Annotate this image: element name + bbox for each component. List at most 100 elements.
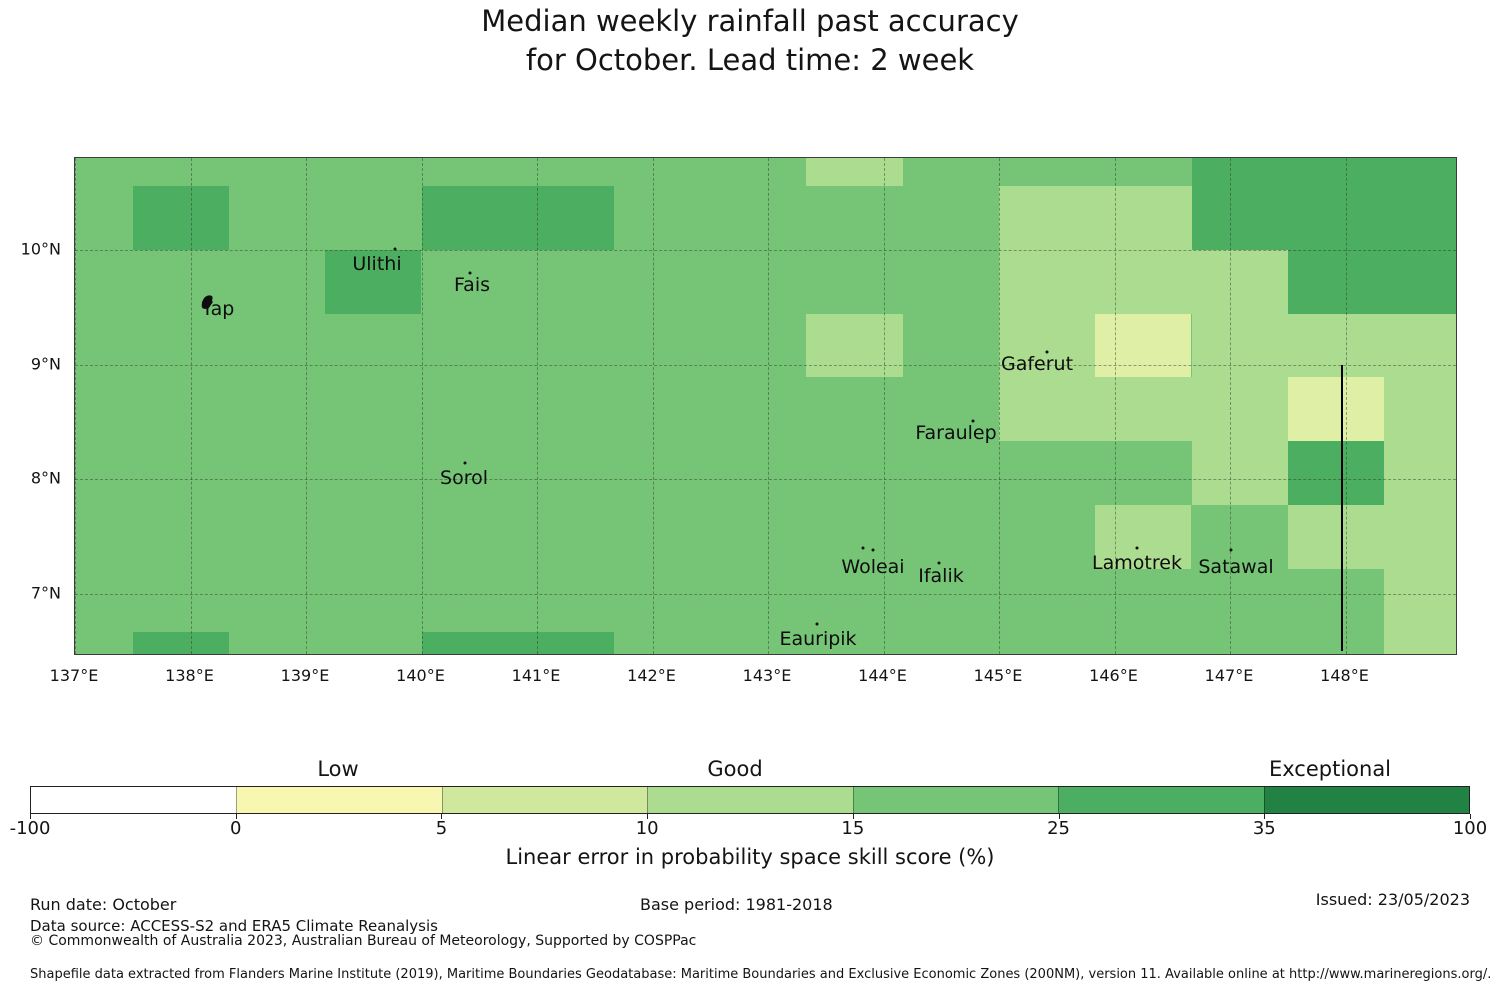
- island-label: Sorol: [440, 467, 488, 489]
- island-label: Ulithi: [352, 253, 402, 275]
- map-cell: [1287, 504, 1384, 569]
- map-cell: [999, 250, 1288, 314]
- island-marker-dot: [815, 622, 819, 626]
- gridline-vertical: [768, 158, 769, 654]
- gridline-vertical: [537, 158, 538, 654]
- island-label: Lamotrek: [1092, 552, 1182, 574]
- colorbar-tick-label: 15: [841, 818, 865, 839]
- x-tick-label: 141°E: [511, 666, 561, 685]
- x-tick-label: 144°E: [858, 666, 907, 685]
- map-cell: [999, 313, 1096, 378]
- colorbar-region-label: Low: [317, 757, 359, 781]
- gridline-horizontal: [75, 250, 1456, 251]
- island-label: Fais: [453, 274, 491, 296]
- colorbar-segment: [441, 787, 648, 813]
- island-label: Ifalik: [918, 565, 964, 587]
- x-tick-label: 145°E: [973, 666, 1023, 685]
- y-tick-label: 7°N: [30, 583, 61, 603]
- map-cell: [1095, 313, 1192, 378]
- x-tick-label: 148°E: [1320, 666, 1369, 685]
- colorbar-segment: [236, 787, 442, 813]
- map-cell: [999, 377, 1288, 442]
- x-tick-label: 146°E: [1089, 666, 1138, 685]
- y-tick-label: 8°N: [30, 468, 61, 488]
- gridline-vertical: [306, 158, 307, 654]
- colorbar-segment: [31, 787, 237, 813]
- map-cell: [1287, 250, 1456, 314]
- gridline-horizontal: [75, 594, 1456, 596]
- gridline-vertical: [421, 158, 423, 654]
- gridline-vertical: [883, 158, 885, 654]
- run-date-text: Run date: October: [30, 895, 177, 914]
- colorbar-tick: [1264, 814, 1266, 819]
- y-tick-label: 10°N: [20, 239, 61, 259]
- map-cell: [132, 186, 229, 250]
- gridline-horizontal: [75, 364, 1456, 366]
- colorbar-tick: [852, 814, 854, 819]
- island-label: Eauripik: [779, 628, 857, 650]
- colorbar-tick-label: 35: [1252, 818, 1276, 839]
- map-cell: [806, 158, 903, 187]
- map-cell: [325, 250, 422, 314]
- colorbar-region-label: Good: [707, 757, 763, 781]
- colorbar-segment: [647, 787, 853, 813]
- shapefile-note-text: Shapefile data extracted from Flanders M…: [30, 967, 1492, 982]
- map-cell: [1383, 441, 1456, 654]
- colorbar-tick: [235, 814, 237, 819]
- island-label: Yap: [201, 298, 235, 320]
- island-marker-dot: [393, 247, 397, 251]
- island-marker-dot: [463, 461, 467, 465]
- y-tick-label: 9°N: [30, 354, 61, 374]
- map-cell: [1287, 441, 1384, 505]
- eez-boundary-line: [1341, 365, 1343, 651]
- island-label: Woleai: [841, 556, 905, 578]
- colorbar-tick: [30, 814, 31, 819]
- x-tick-label: 140°E: [396, 666, 445, 685]
- colorbar-segment: [1058, 787, 1264, 813]
- colorbar-tick: [1470, 814, 1471, 819]
- x-tick-label: 138°E: [165, 666, 214, 685]
- map-cell: [999, 186, 1192, 250]
- colorbar-tick: [441, 814, 443, 819]
- issued-date-text: Issued: 23/05/2023: [1315, 890, 1470, 909]
- colorbar-segment: [1263, 787, 1469, 813]
- map-cell: [421, 632, 614, 654]
- island-marker-dot: [1045, 350, 1049, 354]
- colorbar-axis-label: Linear error in probability space skill …: [505, 845, 995, 869]
- gridline-vertical: [1345, 158, 1347, 654]
- map-cell: [1287, 377, 1384, 442]
- map-cell: [1095, 504, 1192, 569]
- island-label: Satawal: [1198, 556, 1274, 578]
- map-cell: [1191, 313, 1288, 378]
- map-plot: Yap Ulithi Fais Sorol Gaferut Faraulep Woleai I…: [74, 157, 1457, 655]
- colorbar-tick-label: 5: [435, 818, 448, 839]
- gridline-vertical: [999, 158, 1000, 654]
- x-tick-label: 147°E: [1204, 666, 1254, 685]
- island-marker-dot: [871, 548, 875, 552]
- base-period-text: Base period: 1981-2018: [640, 895, 833, 914]
- colorbar-region-label: Exceptional: [1268, 757, 1392, 781]
- gridline-vertical: [75, 158, 76, 654]
- map-cell: [132, 632, 229, 654]
- x-tick-label: 137°E: [49, 666, 99, 685]
- map-cell: [421, 186, 614, 250]
- gridline-vertical: [190, 158, 192, 654]
- colorbar-tick-label: -100: [9, 818, 51, 839]
- island-marker-dot: [468, 271, 472, 275]
- title-line-2: for October. Lead time: 2 week: [525, 43, 975, 77]
- map-cell: [1383, 377, 1456, 442]
- island-marker-dot: [937, 561, 941, 565]
- island-marker-dot: [1229, 548, 1233, 552]
- map-cell: [1191, 441, 1288, 505]
- colorbar-tick-label: 0: [229, 818, 242, 839]
- gridline-vertical: [1230, 158, 1231, 654]
- colorbar: [30, 786, 1470, 814]
- colorbar-tick-label: 100: [1452, 818, 1488, 839]
- copyright-text: © Commonwealth of Australia 2023, Austra…: [30, 933, 697, 949]
- map-cell: [1191, 158, 1456, 250]
- island-marker-dot: [971, 419, 975, 423]
- colorbar-tick: [1058, 814, 1060, 819]
- gridline-vertical: [652, 158, 654, 654]
- map-cell: [806, 313, 903, 378]
